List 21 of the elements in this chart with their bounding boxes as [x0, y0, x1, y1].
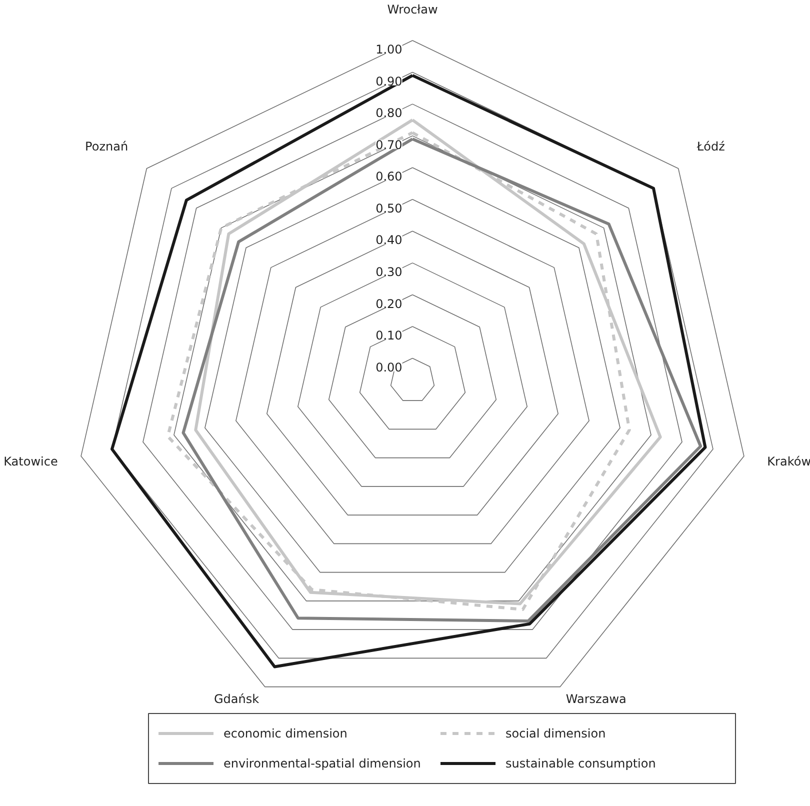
y-tick-label: 0.20: [376, 296, 402, 311]
spoke-label: Wrocław: [387, 2, 438, 17]
legend-label: economic dimension: [224, 726, 348, 740]
y-tick-label: 0.60: [376, 170, 402, 184]
spoke-label: Warszawa: [566, 692, 626, 706]
y-tick-label: 0.70: [376, 138, 402, 152]
y-tick-label: 0.50: [376, 201, 402, 216]
spoke-label: Gdańsk: [214, 692, 260, 706]
y-tick-label: 0.10: [376, 328, 402, 343]
y-tick-label: 0.40: [376, 233, 402, 248]
spoke-label: Katowice: [4, 454, 58, 468]
y-tick-label: 1.00: [376, 42, 402, 57]
legend-label: social dimension: [506, 726, 606, 740]
y-tick-label: 0.00: [376, 360, 402, 374]
y-tick-label: 0.30: [376, 265, 402, 280]
legend-label: environmental-spatial dimension: [224, 756, 421, 770]
y-tick-label: 0.80: [376, 106, 402, 120]
spoke-label: Poznań: [85, 140, 128, 154]
y-tick-label: 0.90: [376, 74, 402, 88]
spoke-label: Łódź: [696, 140, 725, 154]
legend-label: sustainable consumption: [506, 756, 656, 770]
